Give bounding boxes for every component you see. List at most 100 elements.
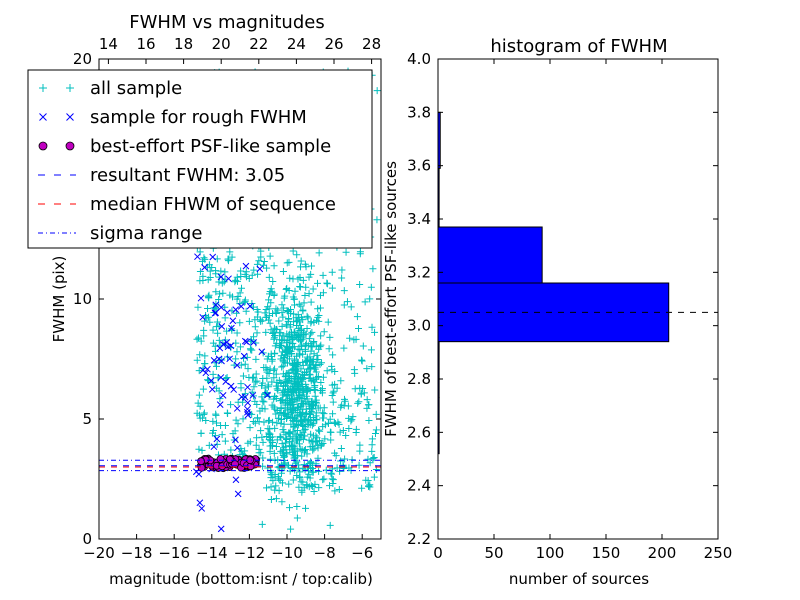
all-sample-point (275, 317, 283, 325)
all-sample-point (364, 477, 372, 485)
all-sample-point (269, 477, 277, 485)
rough-sample-point (249, 392, 257, 399)
all-sample-point (278, 440, 286, 448)
all-sample-point (303, 312, 311, 320)
all-sample-point (272, 495, 280, 503)
all-sample-point (309, 438, 317, 446)
histogram-border (437, 58, 719, 540)
all-sample-point (267, 326, 275, 334)
all-sample-point (293, 404, 301, 412)
all-sample-point (326, 415, 334, 423)
all-sample-point (277, 433, 285, 441)
rough-sample-point (241, 393, 249, 401)
all-sample-point (310, 488, 318, 496)
all-sample-point (260, 418, 268, 426)
all-sample-point (286, 467, 294, 475)
rough-sample-point (213, 435, 221, 443)
all-sample-point (248, 300, 256, 308)
all-sample-point (282, 431, 290, 439)
all-sample-point (299, 478, 307, 486)
all-sample-point (340, 344, 348, 352)
all-sample-point (349, 413, 357, 421)
all-sample-point (286, 347, 294, 355)
all-sample-point (307, 408, 315, 416)
all-sample-point (248, 346, 256, 354)
hist-y-tick-label: 3.6 (407, 157, 431, 175)
all-sample-point (198, 446, 206, 454)
all-sample-point (253, 434, 261, 442)
all-sample-point (270, 449, 278, 457)
all-sample-point (211, 347, 219, 355)
all-sample-point (246, 424, 254, 432)
all-sample-point (288, 441, 296, 449)
all-sample-point (317, 442, 325, 450)
legend-marker-all-sample (39, 84, 47, 92)
all-sample-point (251, 323, 259, 331)
all-sample-point (283, 337, 291, 345)
all-sample-point (199, 385, 207, 393)
all-sample-point (275, 329, 283, 337)
x-tick-label: −16 (158, 544, 190, 562)
all-sample-point (205, 441, 213, 449)
hist-y-tick-label: 3.4 (407, 210, 431, 228)
all-sample-point (244, 365, 252, 373)
all-sample-point (298, 342, 306, 350)
rough-sample-point (195, 470, 203, 478)
all-sample-point (304, 420, 312, 428)
legend-markers (38, 84, 76, 234)
all-sample-point (270, 262, 278, 270)
rough-sample-point (201, 263, 208, 271)
rough-sample-point (217, 525, 225, 533)
all-sample-point (331, 487, 339, 495)
all-sample-point (289, 247, 297, 255)
all-sample-point (286, 430, 294, 438)
all-sample-point (253, 329, 261, 337)
rough-sample-point (224, 343, 232, 351)
all-sample-point (333, 464, 341, 472)
all-sample-point (202, 312, 210, 320)
all-sample-point (294, 324, 302, 332)
rough-sample-point (209, 253, 217, 261)
all-sample-point (315, 426, 323, 434)
all-sample-point (261, 309, 269, 317)
all-sample-point (285, 258, 293, 266)
all-sample-point (277, 447, 285, 455)
all-sample-point (233, 295, 241, 303)
all-sample-point (200, 254, 208, 262)
all-sample-point (285, 286, 293, 294)
rough-sample-point (210, 443, 218, 451)
all-sample-point (331, 419, 339, 427)
all-sample-point (302, 504, 310, 512)
all-sample-point (275, 487, 283, 495)
all-sample-point (313, 374, 321, 382)
all-sample-point (284, 461, 292, 469)
all-sample-point (304, 342, 312, 350)
all-sample-point (224, 257, 232, 265)
all-sample-point (289, 339, 297, 347)
all-sample-point (296, 391, 304, 399)
all-sample-point (238, 284, 246, 292)
rough-sample-point (198, 505, 206, 512)
all-sample-point (301, 425, 309, 433)
all-sample-point (271, 486, 279, 494)
all-sample-point (252, 355, 260, 363)
x-tick-label: −8 (314, 544, 336, 562)
all-sample-point (242, 307, 250, 315)
all-sample-point (316, 360, 324, 368)
all-sample-point (218, 431, 226, 439)
scatter-axis-ticks: −20 −18 −16 −14 −12 −10 −8 −6 0 5 10 20 14 16 18 20 22 24… (73, 35, 381, 562)
all-sample-point (307, 363, 315, 371)
all-sample-point (277, 420, 285, 428)
all-sample-point (320, 414, 328, 422)
all-sample-point (305, 290, 313, 298)
all-sample-point (296, 346, 304, 354)
all-sample-point (348, 416, 356, 424)
all-sample-point (289, 443, 297, 451)
rough-sample-point (216, 401, 224, 409)
all-sample-point (318, 359, 326, 367)
all-sample-point (215, 278, 223, 286)
all-sample-point (323, 367, 331, 375)
legend-marker-rough-sample (66, 113, 74, 121)
all-sample-point (332, 452, 340, 460)
all-sample-point (307, 298, 315, 306)
